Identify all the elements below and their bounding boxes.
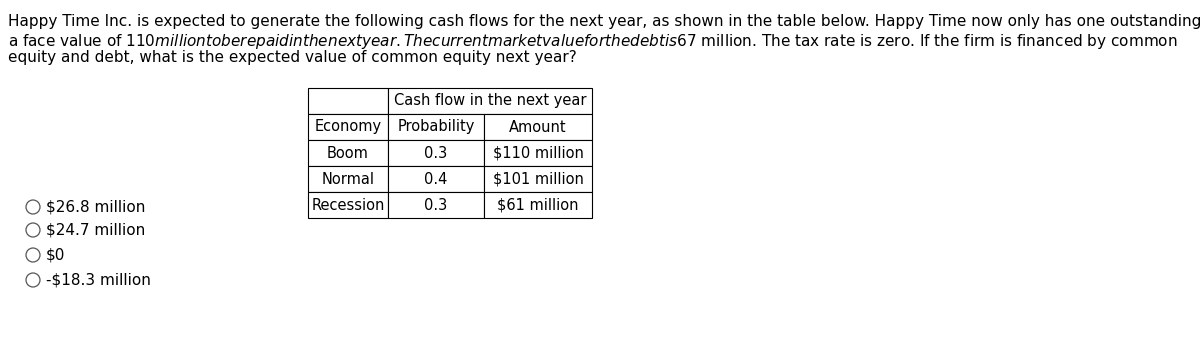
Text: -$18.3 million: -$18.3 million bbox=[46, 272, 151, 287]
Text: Recession: Recession bbox=[311, 198, 385, 213]
Text: equity and debt, what is the expected value of common equity next year?: equity and debt, what is the expected va… bbox=[8, 50, 577, 65]
Bar bbox=[388, 166, 484, 192]
Bar bbox=[308, 88, 388, 114]
Bar bbox=[308, 166, 388, 192]
Text: $61 million: $61 million bbox=[497, 198, 578, 213]
Text: Economy: Economy bbox=[314, 119, 382, 134]
Text: $26.8 million: $26.8 million bbox=[46, 200, 145, 214]
Text: 0.3: 0.3 bbox=[425, 198, 448, 213]
Text: $24.7 million: $24.7 million bbox=[46, 223, 145, 237]
Bar bbox=[484, 192, 592, 218]
Text: $101 million: $101 million bbox=[492, 172, 583, 187]
Bar bbox=[308, 114, 388, 140]
Text: Cash flow in the next year: Cash flow in the next year bbox=[394, 94, 587, 108]
Bar bbox=[484, 114, 592, 140]
Text: $0: $0 bbox=[46, 248, 65, 262]
Bar bbox=[484, 166, 592, 192]
Text: Normal: Normal bbox=[322, 172, 374, 187]
Bar bbox=[388, 88, 592, 114]
Text: Amount: Amount bbox=[509, 119, 566, 134]
Text: a face value of $110 million to be repaid in the next year. The current market v: a face value of $110 million to be repai… bbox=[8, 32, 1177, 51]
Text: 0.4: 0.4 bbox=[425, 172, 448, 187]
Bar bbox=[388, 140, 484, 166]
Bar bbox=[388, 192, 484, 218]
Bar bbox=[484, 140, 592, 166]
Bar bbox=[388, 114, 484, 140]
Bar bbox=[308, 192, 388, 218]
Text: $110 million: $110 million bbox=[492, 145, 583, 161]
Text: Boom: Boom bbox=[328, 145, 368, 161]
Text: Probability: Probability bbox=[397, 119, 475, 134]
Text: Happy Time Inc. is expected to generate the following cash flows for the next ye: Happy Time Inc. is expected to generate … bbox=[8, 14, 1200, 29]
Text: 0.3: 0.3 bbox=[425, 145, 448, 161]
Bar bbox=[308, 140, 388, 166]
